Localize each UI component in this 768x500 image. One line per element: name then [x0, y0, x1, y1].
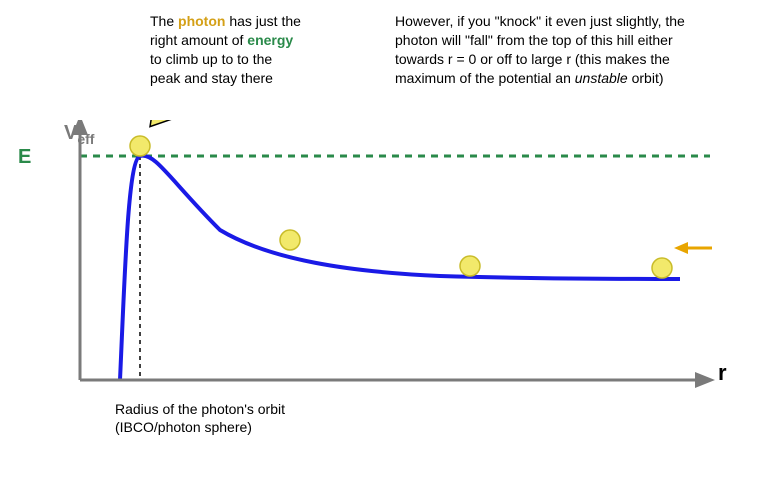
- photon-marker: [460, 256, 480, 276]
- photon-marker: [130, 136, 150, 156]
- caption-left: The photon has just the right amount of …: [150, 12, 350, 88]
- potential-curve: [120, 156, 680, 380]
- incoming-arrow-head: [674, 242, 688, 254]
- caption-left-line2-pre: right amount of: [150, 32, 247, 48]
- potential-chart: [40, 120, 720, 420]
- pointer-arrow: [139, 120, 197, 136]
- caption-right: However, if you "knock" it even just sli…: [395, 12, 705, 88]
- caption-left-line1-mid: has just the: [225, 13, 301, 29]
- energy-level-label: E: [18, 146, 31, 169]
- caption-left-line4: peak and stay there: [150, 70, 273, 86]
- caption-left-line1-pre: The: [150, 13, 178, 29]
- caption-right-textend: orbit): [628, 70, 664, 86]
- unstable-word: unstable: [575, 70, 628, 86]
- photon-marker: [652, 258, 672, 278]
- caption-left-line3: to climb up to to the: [150, 51, 272, 67]
- energy-word: energy: [247, 32, 293, 48]
- pointer-arrow-shape: [139, 120, 197, 136]
- y-axis-arrowhead: [72, 120, 88, 135]
- x-axis-arrowhead: [695, 372, 715, 388]
- photon-word: photon: [178, 13, 225, 29]
- photon-marker: [280, 230, 300, 250]
